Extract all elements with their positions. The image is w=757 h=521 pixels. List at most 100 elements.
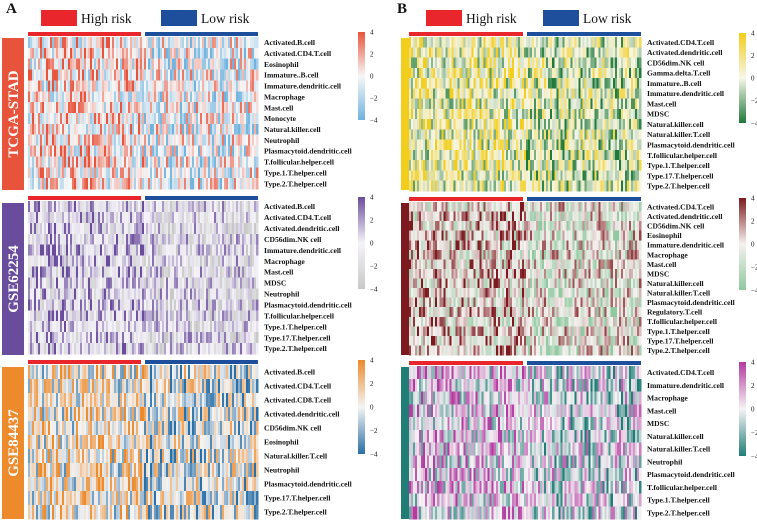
heatmap-cell	[148, 123, 151, 136]
heatmap-cell	[108, 233, 111, 246]
heatmap-cell	[48, 379, 51, 394]
heatmap-cell	[204, 463, 207, 478]
heatmap-cell	[254, 123, 257, 136]
heatmap-cell	[28, 393, 31, 408]
heatmap-cell	[178, 505, 181, 520]
heatmap-cell	[240, 113, 243, 125]
heatmap-cell	[188, 463, 191, 478]
color-scale	[358, 360, 365, 454]
scale-tick: −4	[370, 451, 378, 459]
heatmap-cell	[72, 277, 75, 289]
heatmap-cell	[32, 58, 35, 70]
heatmap-cell	[166, 134, 169, 146]
heatmap-cell	[447, 129, 450, 141]
heatmap-cell	[240, 145, 243, 157]
heatmap-cell	[254, 288, 257, 300]
row-label: Monocyte	[264, 114, 297, 123]
heatmap-cell	[204, 435, 207, 450]
heatmap-cell	[112, 310, 115, 322]
heatmap-cell	[154, 421, 157, 436]
heatmap-cell	[108, 244, 111, 256]
heatmap-cell	[136, 244, 139, 256]
heatmap-cell	[437, 88, 440, 99]
heatmap-cell	[58, 145, 61, 157]
heatmap-cell	[132, 332, 135, 344]
heatmap-cell	[78, 233, 81, 246]
heatmap-cell	[256, 407, 259, 422]
heatmap-cell	[60, 491, 63, 506]
heatmap-cell	[210, 123, 213, 136]
heatmap-cell	[58, 379, 61, 394]
heatmap-cell	[140, 113, 143, 125]
heatmap-cell	[32, 299, 35, 311]
heatmap-cell	[226, 505, 229, 520]
heatmap-cell	[176, 277, 179, 289]
heatmap-cell	[138, 505, 141, 520]
heatmap-cell	[200, 145, 203, 157]
heatmap-cell	[78, 113, 81, 125]
heatmap-cell	[449, 78, 452, 89]
heatmap-cell	[202, 477, 205, 492]
heatmap-cell	[194, 491, 197, 506]
heatmap-cell	[42, 113, 45, 125]
heatmap-cell	[50, 211, 53, 224]
heatmap-cell	[192, 421, 195, 436]
heatmap-cell	[154, 244, 157, 256]
heatmap-cell	[60, 266, 63, 278]
heatmap-cell	[158, 211, 161, 224]
heatmap-cell	[184, 332, 187, 344]
heatmap-cell	[52, 211, 55, 224]
heatmap-cell	[128, 102, 131, 114]
heatmap-cell	[154, 201, 157, 213]
heatmap-cell	[32, 505, 35, 520]
heatmap-cell	[74, 113, 77, 125]
heatmap-cell	[194, 69, 197, 81]
heatmap-cell	[146, 266, 149, 278]
heatmap-cell	[196, 321, 199, 333]
heatmap-cell	[98, 310, 101, 322]
heatmap-cell	[222, 37, 225, 49]
heatmap-cell	[96, 80, 99, 92]
heatmap-cell	[72, 91, 75, 103]
heatmap-cell	[128, 201, 131, 213]
heatmap-cell	[248, 222, 251, 235]
heatmap-cell	[96, 211, 99, 224]
heatmap-cell	[86, 58, 89, 70]
heatmap-cell	[92, 393, 95, 408]
heatmap-cell	[160, 266, 163, 278]
heatmap-cell	[238, 244, 241, 256]
heatmap-cell	[236, 91, 239, 103]
heatmap-cell	[74, 47, 77, 60]
heatmap-cell	[176, 244, 179, 256]
heatmap-cell	[52, 343, 55, 355]
heatmap-cell	[164, 211, 167, 224]
legend-label-high: High risk	[466, 11, 517, 26]
heatmap-cell	[192, 299, 195, 311]
heatmap-cell	[216, 58, 219, 70]
heatmap-cell	[182, 244, 185, 256]
heatmap-cell	[166, 255, 169, 267]
heatmap-cell	[64, 156, 67, 168]
heatmap-cell	[58, 91, 61, 103]
heatmap-cell	[104, 310, 107, 322]
heatmap-cell	[86, 145, 89, 157]
heatmap-cell	[447, 78, 450, 89]
heatmap-cell	[415, 119, 418, 130]
heatmap-cell	[220, 178, 223, 190]
heatmap-cell	[66, 449, 69, 464]
heatmap-cell	[32, 222, 35, 235]
heatmap-cell	[218, 47, 221, 60]
heatmap-cell	[108, 505, 111, 520]
heatmap-cell	[160, 435, 163, 450]
heatmap-cell	[226, 477, 229, 492]
heatmap-cell	[96, 463, 99, 478]
heatmap-cell	[202, 365, 205, 380]
heatmap-cell	[210, 266, 213, 278]
heatmap-cell	[52, 102, 55, 114]
heatmap-cell	[70, 201, 73, 213]
heatmap-cell	[178, 435, 181, 450]
heatmap-cell	[64, 266, 67, 278]
heatmap-cell	[46, 255, 49, 267]
heatmap-cell	[413, 37, 416, 48]
heatmap-cell	[136, 407, 139, 422]
